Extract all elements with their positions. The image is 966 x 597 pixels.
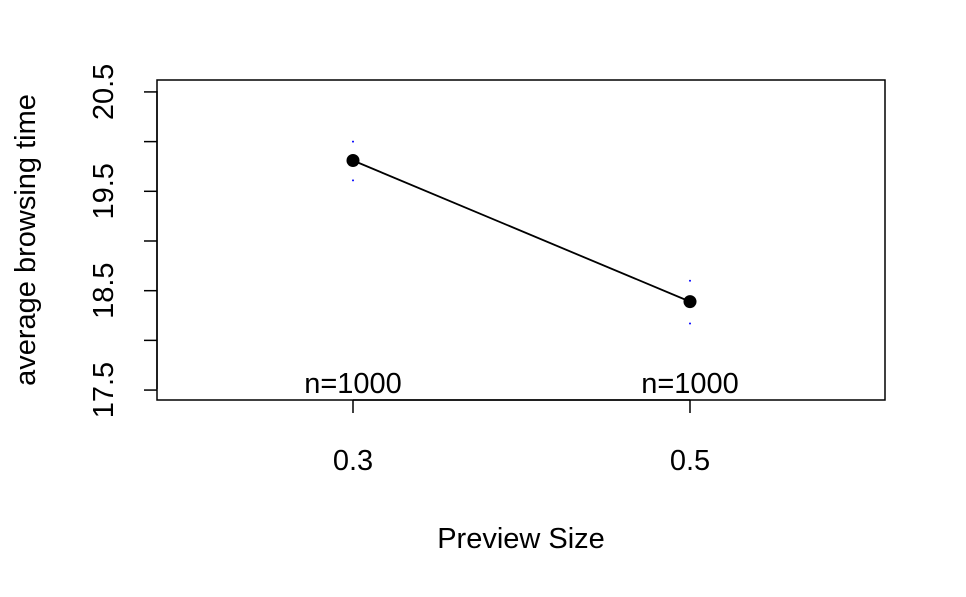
sample-size-labels: n=1000 n=1000 bbox=[304, 368, 739, 400]
x-axis-tick-labels: 0.3 0.5 bbox=[333, 445, 710, 477]
x-tick-label-0: 0.3 bbox=[333, 445, 373, 477]
y-tick-label-1: 18.5 bbox=[88, 262, 120, 318]
data-point-0 bbox=[346, 153, 360, 167]
x-axis-ticks bbox=[352, 400, 691, 413]
data-point-1 bbox=[683, 295, 697, 309]
ci-lower-mark-0 bbox=[352, 179, 354, 182]
data-points bbox=[346, 153, 697, 309]
y-axis-tick-labels: 17.5 18.5 19.5 20.5 bbox=[88, 64, 120, 419]
x-axis-title: Preview Size bbox=[437, 523, 605, 555]
x-tick-label-1: 0.5 bbox=[670, 445, 710, 477]
y-tick-label-3: 20.5 bbox=[88, 64, 120, 120]
series-line-group bbox=[352, 159, 691, 303]
ci-upper-mark-0 bbox=[352, 140, 354, 143]
plot-frame bbox=[156, 79, 886, 401]
y-axis-title: average browsing time bbox=[10, 94, 42, 386]
confidence-intervals bbox=[352, 140, 691, 325]
y-tick-label-0: 17.5 bbox=[88, 362, 120, 418]
y-tick-label-2: 19.5 bbox=[88, 163, 120, 219]
ci-lower-mark-1 bbox=[689, 322, 691, 325]
y-axis-ticks bbox=[144, 91, 157, 391]
n-label-1: n=1000 bbox=[641, 368, 739, 400]
ci-upper-mark-1 bbox=[689, 279, 691, 282]
series-line bbox=[352, 159, 691, 303]
n-label-0: n=1000 bbox=[304, 368, 402, 400]
